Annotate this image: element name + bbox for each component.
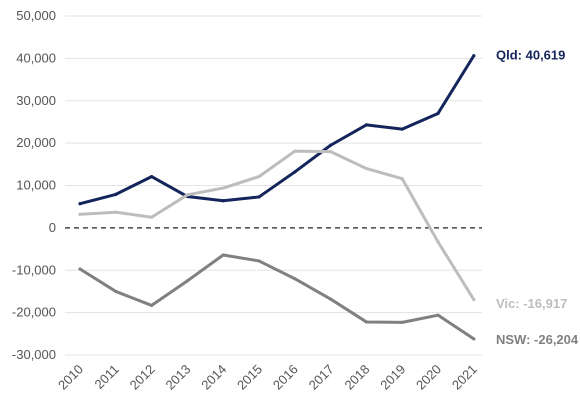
x-tick-label: 2015 <box>234 362 265 393</box>
data-point-vic <box>293 149 297 153</box>
data-point-qld <box>364 123 368 127</box>
data-point-vic <box>400 177 404 181</box>
x-tick-label: 2018 <box>341 362 372 393</box>
series-line-nsw <box>78 253 476 341</box>
end-label-nsw: NSW: -26,204 <box>496 332 579 347</box>
data-point-vic <box>329 150 333 154</box>
y-tick-label: -20,000 <box>12 305 56 320</box>
end-label-vic: Vic: -16,917 <box>496 296 567 311</box>
data-point-nsw <box>400 320 404 324</box>
y-tick-label: 20,000 <box>16 135 56 150</box>
data-point-qld <box>329 143 333 147</box>
data-point-nsw <box>185 279 189 283</box>
data-point-qld <box>114 192 118 196</box>
x-tick-label: 2020 <box>413 362 444 393</box>
series-line-vic <box>78 149 476 302</box>
data-point-nsw <box>257 259 261 263</box>
y-tick-label: 50,000 <box>16 8 56 23</box>
data-point-vic <box>257 175 261 179</box>
data-point-nsw <box>364 320 368 324</box>
series-line-qld <box>78 54 476 206</box>
end-label-qld: Qld: 40,619 <box>496 47 565 62</box>
x-tick-label: 2017 <box>306 362 337 393</box>
data-point-vic <box>114 210 118 214</box>
data-point-nsw <box>78 267 82 271</box>
data-point-vic <box>472 297 476 302</box>
data-point-nsw <box>221 253 225 257</box>
x-tick-label: 2010 <box>55 362 86 393</box>
x-tick-label: 2012 <box>127 362 158 393</box>
data-point-vic <box>185 193 189 197</box>
series-lines <box>78 54 476 341</box>
data-point-vic <box>150 215 154 219</box>
data-point-qld <box>293 170 297 174</box>
x-axis-labels: 2010 2011 2012 2013 2014 2015 2016 2017 2018 2019… <box>55 362 480 393</box>
data-point-vic <box>436 240 440 244</box>
data-point-nsw <box>472 337 476 341</box>
y-tick-label: 10,000 <box>16 178 56 193</box>
y-axis-labels: 50,000 40,000 30,000 20,000 10,000 0 -10,000 -2… <box>12 8 56 362</box>
x-tick-label: 2013 <box>162 362 193 393</box>
y-tick-label: 40,000 <box>16 50 56 65</box>
data-point-vic <box>78 212 82 216</box>
x-tick-label: 2011 <box>92 362 122 392</box>
data-point-nsw <box>436 313 440 317</box>
data-point-qld <box>78 202 82 206</box>
data-point-vic <box>221 186 225 190</box>
data-point-qld <box>472 54 476 58</box>
data-point-vic <box>364 166 368 171</box>
x-tick-label: 2016 <box>270 362 301 393</box>
y-tick-label: -10,000 <box>12 262 56 277</box>
data-point-nsw <box>150 303 154 308</box>
data-point-qld <box>257 195 261 199</box>
x-tick-label: 2014 <box>198 362 229 393</box>
data-point-nsw <box>329 297 333 301</box>
x-tick-label: 2021 <box>449 362 480 393</box>
x-tick-label: 2019 <box>377 362 408 393</box>
y-tick-label: 0 <box>49 220 56 235</box>
data-point-qld <box>436 111 440 116</box>
data-point-qld <box>150 175 154 179</box>
y-tick-label: -30,000 <box>12 347 56 362</box>
data-point-nsw <box>114 289 118 294</box>
data-point-qld <box>221 199 225 203</box>
y-tick-label: 30,000 <box>16 93 56 108</box>
series-end-labels: Qld: 40,619 Vic: -16,917 NSW: -26,204 <box>496 47 579 347</box>
data-point-nsw <box>293 277 297 281</box>
data-point-qld <box>400 127 404 131</box>
